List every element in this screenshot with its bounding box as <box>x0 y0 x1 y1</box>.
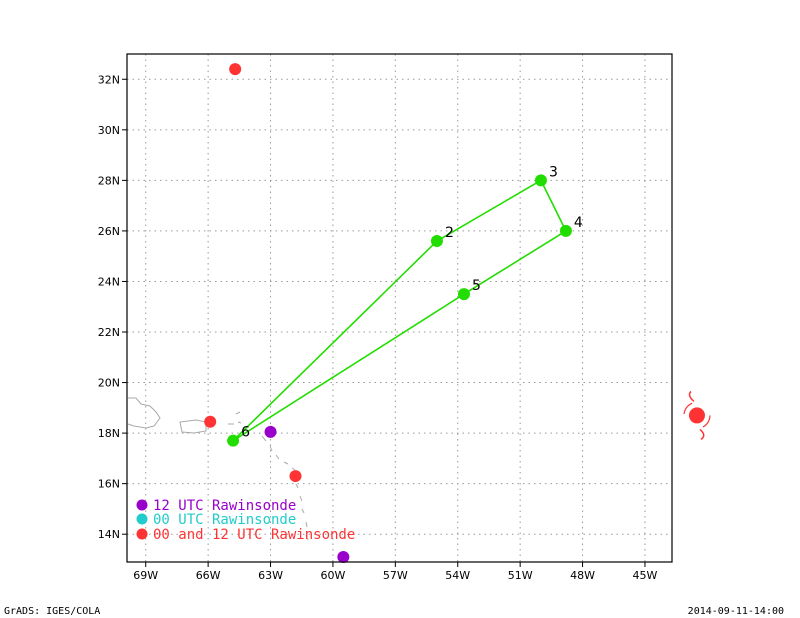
storm-center-icon <box>688 407 705 424</box>
storm-symbol-icon <box>683 390 711 441</box>
storm-track: 6 2 3 4 5 <box>227 164 583 447</box>
lat-tick-label: 26N <box>98 225 120 238</box>
lon-tick-label: 57W <box>383 569 408 582</box>
lat-tick-label: 16N <box>98 478 120 491</box>
lon-tick-label: 45W <box>633 569 658 582</box>
track-waypoint-marker <box>559 224 572 237</box>
storm-arm-icon <box>699 428 705 441</box>
coast-puerto-rico <box>179 419 207 434</box>
legend-marker-both <box>136 528 148 540</box>
legend-item-00utc: 00 UTC Rawinsonde <box>136 512 296 528</box>
track-waypoint-label: 5 <box>472 278 481 294</box>
track-waypoint-label: 4 <box>574 215 583 231</box>
lon-tick-label: 69W <box>133 569 158 582</box>
track-waypoint-marker <box>457 288 470 301</box>
lat-tick-label: 28N <box>98 174 120 187</box>
footer-timestamp: 2014-09-11-14:00 <box>688 606 784 617</box>
legend-label-12utc: 12 UTC Rawinsonde <box>153 498 296 514</box>
legend-label-both: 00 and 12 UTC Rawinsonde <box>153 527 355 543</box>
lat-tick-label: 22N <box>98 326 120 339</box>
lat-tick-label: 30N <box>98 124 120 137</box>
lon-tick-label: 66W <box>196 569 221 582</box>
legend-marker-00utc <box>136 513 148 525</box>
lat-tick-label: 18N <box>98 427 120 440</box>
rawinsonde-stations <box>204 63 350 563</box>
legend: 12 UTC Rawinsonde 00 UTC Rawinsonde 00 a… <box>136 498 355 543</box>
map-frame <box>126 53 673 563</box>
track-waypoint-marker <box>534 174 547 187</box>
storm-ring-icon <box>683 401 711 430</box>
lat-tick-label: 32N <box>98 73 120 86</box>
track-waypoint-marker <box>227 434 240 447</box>
lat-tick-label: 20N <box>98 377 120 390</box>
legend-label-00utc: 00 UTC Rawinsonde <box>153 512 296 528</box>
lon-tick-label: 48W <box>570 569 595 582</box>
rawinsonde-station-marker <box>229 63 242 76</box>
track-waypoint-label: 3 <box>549 164 558 180</box>
storm-arm-icon <box>688 390 695 402</box>
track-waypoint-marker <box>430 235 443 248</box>
track-waypoint-label: 2 <box>445 225 454 241</box>
rawinsonde-station-marker <box>264 425 277 438</box>
lon-tick-label: 63W <box>258 569 283 582</box>
coast-hispaniola <box>127 397 161 429</box>
legend-marker-12utc <box>136 499 148 511</box>
lat-tick-label: 14N <box>98 528 120 541</box>
track-line <box>232 179 567 442</box>
coast-virgin-islands <box>228 411 242 425</box>
lon-tick-label: 51W <box>508 569 533 582</box>
coastline <box>127 397 309 541</box>
rawinsonde-station-marker <box>204 415 217 428</box>
lat-tick-label: 24N <box>98 275 120 288</box>
lon-tick-label: 54W <box>445 569 470 582</box>
rawinsonde-station-marker <box>337 550 350 563</box>
grid-lines <box>127 54 672 562</box>
lon-tick-label: 60W <box>320 569 345 582</box>
footer-credit: GrADS: IGES/COLA <box>4 606 100 617</box>
coast-lesser-antilles <box>261 435 309 541</box>
axis-ticks: 69W 66W 63W 60W 57W 54W 51W 48W 45W 14N 16N 18N 20N 2… <box>98 73 658 582</box>
legend-item-both: 00 and 12 UTC Rawinsonde <box>136 527 355 543</box>
track-waypoint-label: 6 <box>241 425 250 441</box>
legend-item-12utc: 12 UTC Rawinsonde <box>136 498 296 514</box>
rawinsonde-station-marker <box>289 470 302 483</box>
